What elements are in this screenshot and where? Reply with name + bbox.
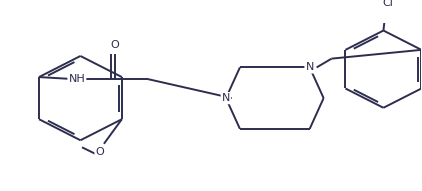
Text: N: N <box>306 62 314 72</box>
Text: N: N <box>222 93 230 103</box>
Text: O: O <box>111 40 119 50</box>
Text: Cl: Cl <box>382 0 393 8</box>
Text: O: O <box>95 147 104 157</box>
Text: NH: NH <box>68 74 85 84</box>
